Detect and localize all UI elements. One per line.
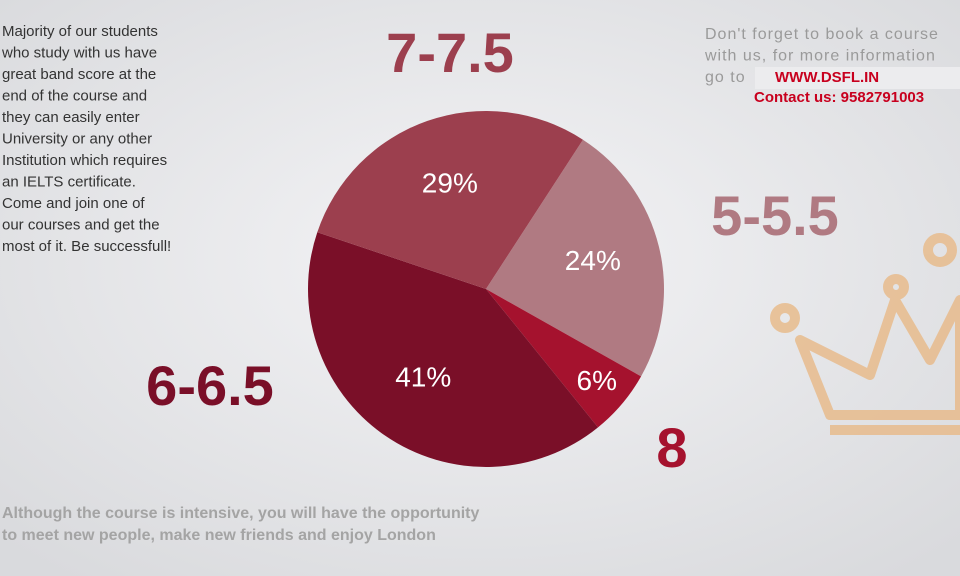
intro-line: they can easily enter: [2, 109, 140, 126]
intro-line: Majority of our students: [2, 23, 158, 40]
intro-text: Majority of our students who study with u…: [1, 23, 171, 255]
intro-line: an IELTS certificate.: [2, 173, 136, 190]
note-line: Don't forget to book a course: [705, 26, 939, 43]
intro-line: Institution which requires: [2, 152, 167, 169]
value-label: 41%: [395, 362, 451, 393]
footer-text: Although the course is intensive, you wi…: [2, 505, 479, 544]
website-box: [755, 67, 960, 89]
value-label: 24%: [565, 245, 621, 276]
value-label: 6%: [577, 365, 617, 396]
footer-line: Although the course is intensive, you wi…: [2, 505, 479, 522]
intro-line: most of it. Be successfull!: [2, 238, 171, 255]
intro-line: end of the course and: [2, 87, 147, 104]
intro-line: University or any other: [2, 130, 152, 147]
pie-slice: [486, 289, 642, 428]
note-line: go to: [705, 69, 746, 86]
intro-line: great band score at the: [2, 66, 156, 83]
footer-line: to meet new people, make new friends and…: [2, 527, 436, 544]
note-line: with us, for more information: [704, 48, 936, 65]
intro-line: our courses and get the: [2, 216, 160, 233]
pie-slice: [486, 139, 664, 377]
category-label: 8: [656, 416, 687, 479]
category-label: 6-6.5: [146, 354, 274, 417]
contact: Contact us: 9582791003: [754, 89, 924, 106]
value-label: 29%: [422, 168, 478, 199]
crown-icon: [770, 233, 960, 435]
pie-slice: [317, 111, 583, 290]
pie: 24% 5-5.5 6% 8 41% 6-6.5 29% 7-7.5: [146, 21, 839, 479]
category-label: 5-5.5: [711, 184, 839, 247]
website: WWW.DSFL.IN: [775, 69, 879, 86]
category-label: 7-7.5: [386, 21, 514, 84]
intro-line: who study with us have: [1, 44, 157, 61]
intro-line: Come and join one of: [2, 195, 145, 212]
note-text: Don't forget to book a course with us, fo…: [704, 26, 939, 86]
pie-slice: [308, 232, 599, 467]
